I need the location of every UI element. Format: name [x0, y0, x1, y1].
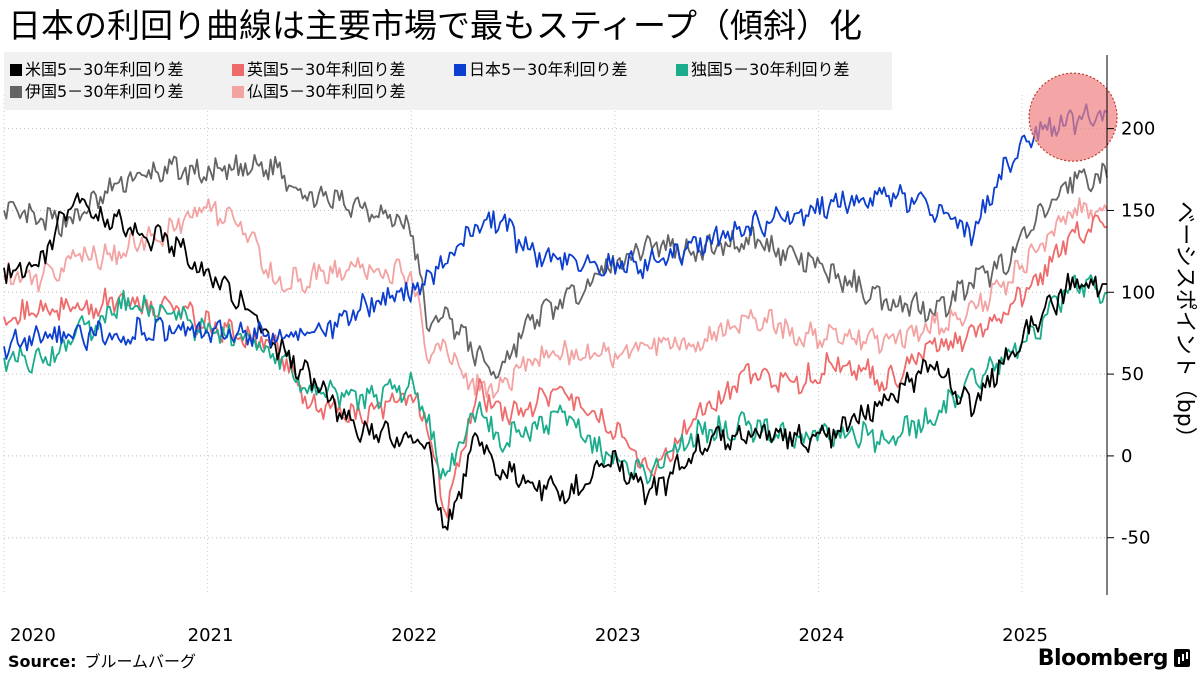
legend-item: 日本5－30年利回り差 — [454, 60, 628, 80]
x-tick-label: 2024 — [799, 625, 845, 646]
gridlines — [4, 128, 1107, 539]
x-axis: 2020 2021 2022 2023 2024 2025 — [3, 95, 1048, 646]
x-tick-label: 2022 — [391, 625, 437, 646]
series-line — [3, 103, 1108, 360]
legend-swatch — [232, 64, 244, 76]
x-tick-label: 2020 — [10, 625, 56, 646]
source-value: ブルームバーグ — [84, 652, 197, 671]
legend: 米国5－30年利回り差 英国5－30年利回り差 日本5－30年利回り差 独国5－30年… — [4, 52, 892, 110]
annotation-layer — [1028, 72, 1118, 162]
x-tick-label: 2021 — [188, 625, 234, 646]
x-tick-label: 2023 — [595, 625, 641, 646]
source-note: Source: ブルームバーグ — [8, 648, 196, 672]
legend-swatch — [676, 64, 688, 76]
series-line — [3, 274, 1108, 485]
y-tick-label: 0 — [1121, 446, 1132, 467]
x-tick-label: 2025 — [1002, 625, 1048, 646]
y-tick-label: 50 — [1121, 364, 1144, 385]
y-axis: -50 0 50 100 150 200 ベーシスポイント（bp） — [1106, 55, 1197, 595]
y-axis-label: ベーシスポイント（bp） — [1172, 201, 1197, 449]
y-tick-label: 100 — [1121, 282, 1155, 303]
brand-text: Bloomberg — [1037, 646, 1169, 671]
y-tick-label: 200 — [1121, 119, 1155, 140]
legend-label: 米国5－30年利回り差 — [25, 60, 184, 79]
series-line — [3, 153, 1108, 380]
legend-item: 伊国5－30年利回り差 — [10, 82, 184, 102]
series-line — [3, 192, 1108, 531]
y-tick-label: -50 — [1121, 528, 1150, 549]
legend-swatch — [10, 86, 22, 98]
bar-chart-icon — [1174, 649, 1190, 667]
series-line — [3, 197, 1108, 399]
legend-swatch — [454, 64, 466, 76]
legend-swatch — [232, 86, 244, 98]
chart-title: 日本の利回り曲線は主要市場で最もスティープ（傾斜）化 — [8, 6, 863, 45]
legend-label: 英国5－30年利回り差 — [247, 60, 406, 79]
y-tick-label: 150 — [1121, 200, 1155, 221]
legend-label: 仏国5－30年利回り差 — [247, 82, 406, 101]
legend-item: 英国5－30年利回り差 — [232, 60, 406, 80]
legend-swatch — [10, 64, 22, 76]
source-label: Source: — [8, 652, 77, 671]
highlight-circle — [1028, 72, 1118, 162]
legend-item: 仏国5－30年利回り差 — [232, 82, 406, 102]
legend-label: 日本5－30年利回り差 — [469, 60, 628, 79]
bloomberg-logo: Bloomberg — [1038, 646, 1190, 671]
series-line — [3, 214, 1108, 519]
legend-item: 独国5－30年利回り差 — [676, 60, 850, 80]
legend-item: 米国5－30年利回り差 — [10, 60, 184, 80]
legend-label: 独国5－30年利回り差 — [691, 60, 850, 79]
series-lines — [3, 103, 1108, 531]
legend-label: 伊国5－30年利回り差 — [25, 82, 184, 101]
